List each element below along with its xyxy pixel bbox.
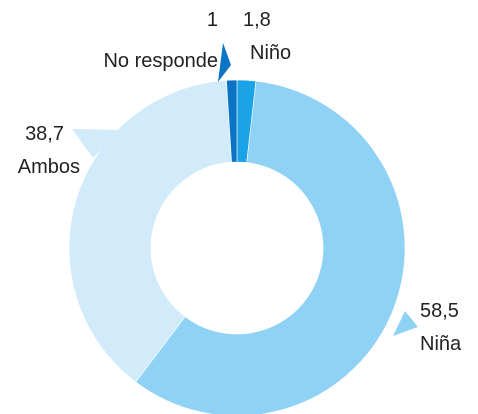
value-label-2: 38,7 [25,123,64,145]
category-label-1: Niña [420,333,462,355]
value-label-1: 58,5 [420,300,459,322]
category-label-3: No responde [103,50,218,72]
value-label-3: 1 [207,9,218,31]
callout-pointer-2 [72,129,120,158]
category-label-0: Niño [250,42,291,64]
donut-hole [151,162,323,334]
value-label-0: 1,8 [243,9,271,31]
callout-pointer-1 [393,311,418,336]
callout-pointer-3 [218,43,231,82]
category-label-2: Ambos [18,156,80,178]
